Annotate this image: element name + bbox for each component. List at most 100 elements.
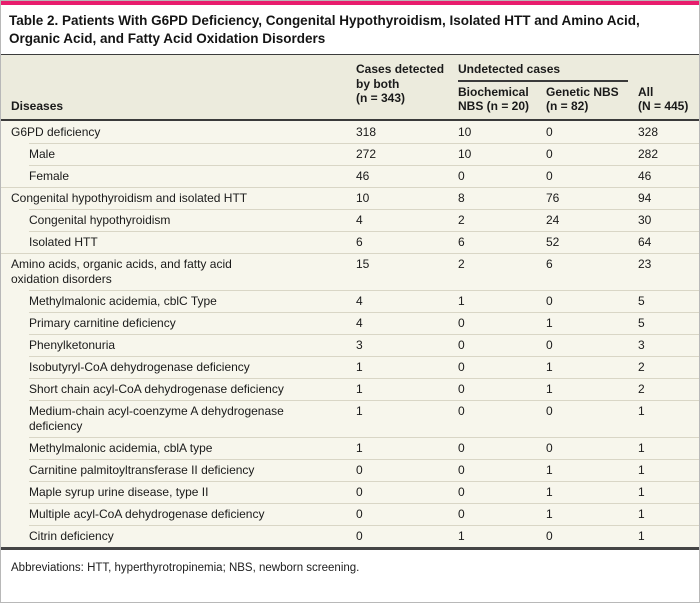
value-cell: 3 [356,337,363,352]
disease-label: Primary carnitine deficiency [29,315,176,330]
disease-label: Maple syrup urine disease, type II [29,484,209,499]
value-cell: 272 [356,146,377,161]
value-cell: 6 [546,256,553,271]
value-cell: 1 [638,440,645,455]
value-cell: 0 [356,506,363,521]
disease-label: Isolated HTT [29,234,98,249]
value-cell: 1 [458,293,465,308]
table-row: Short chain acyl-CoA dehydrogenase defic… [1,377,699,400]
value-cell: 46 [356,168,370,183]
value-cell: 1 [356,403,363,418]
disease-label: Citrin deficiency [29,528,114,543]
table-row: Isobutyryl-CoA dehydrogenase deficiency 1… [1,355,699,378]
value-cell: 0 [458,462,465,477]
value-cell: 0 [356,528,363,543]
disease-label: Congenital hypothyroidism and isolated H… [11,190,248,205]
disease-label: G6PD deficiency [11,124,101,139]
accent-bar [1,1,699,5]
value-cell: 1 [638,403,645,418]
value-cell: 0 [458,506,465,521]
table-body: G6PD deficiency 318 10 0 328 Male 272 10 0 282 Fem… [1,121,699,547]
value-cell: 0 [458,381,465,396]
value-cell: 64 [638,234,652,249]
column-group-undetected-cases: Undetected cases Biochemical NBS (n = 20… [458,62,638,114]
value-cell: 6 [458,234,465,249]
table-row: Medium-chain acyl-coenzyme A dehydrogena… [1,399,699,437]
value-cell: 0 [458,403,465,418]
value-cell: 46 [638,168,652,183]
value-cell: 2 [458,212,465,227]
value-cell: 6 [356,234,363,249]
value-cell: 0 [546,440,553,455]
value-cell: 1 [638,528,645,543]
table-header: Diseases Cases detected by both (n = 343… [1,55,699,121]
table-row: Congenital hypothyroidism 4 2 24 30 [1,208,699,231]
value-cell: 4 [356,315,363,330]
value-cell: 318 [356,124,377,139]
value-cell: 1 [638,506,645,521]
table-row: Carnitine palmitoyltransferase II defici… [1,458,699,481]
value-cell: 10 [356,190,370,205]
value-cell: 2 [458,256,465,271]
column-group-undetected-title: Undetected cases [458,62,628,82]
value-cell: 30 [638,212,652,227]
value-cell: 0 [356,462,363,477]
value-cell: 1 [638,484,645,499]
data-table: Diseases Cases detected by both (n = 343… [1,55,699,550]
value-cell: 1 [546,315,553,330]
value-cell: 52 [546,234,560,249]
table-row: G6PD deficiency 318 10 0 328 [1,121,699,143]
value-cell: 24 [546,212,560,227]
disease-label: Phenylketonuria [29,337,116,352]
value-cell: 1 [546,462,553,477]
value-cell: 0 [458,337,465,352]
value-cell: 23 [638,256,652,271]
table-row: Phenylketonuria 3 0 0 3 [1,333,699,356]
column-header-biochemical-nbs: Biochemical NBS (n = 20) [458,84,530,114]
value-cell: 0 [546,528,553,543]
column-header-genetic-nbs: Genetic NBS (n = 82) [546,84,619,114]
disease-label: Methylmalonic acidemia, cblC Type [29,293,217,308]
value-cell: 1 [546,506,553,521]
value-cell: 1 [546,359,553,374]
column-group-subheaders: Biochemical NBS (n = 20) Genetic NBS (n … [458,85,638,114]
disease-label: Medium-chain acyl-coenzyme A dehydrogena… [29,403,284,433]
column-header-all: All (N = 445) [638,84,689,114]
table-title: Table 2. Patients With G6PD Deficiency, … [1,5,699,55]
disease-label: Short chain acyl-CoA dehydrogenase defic… [29,381,284,396]
table-row: Congenital hypothyroidism and isolated H… [1,186,699,209]
value-cell: 0 [546,146,553,161]
table-row: Methylmalonic acidemia, cblA type 1 0 0 1 [1,436,699,459]
disease-label: Male [29,146,56,161]
value-cell: 0 [546,124,553,139]
disease-label: Amino acids, organic acids, and fatty ac… [11,256,232,286]
value-cell: 1 [356,359,363,374]
disease-label: Methylmalonic acidemia, cblA type [29,440,213,455]
value-cell: 8 [458,190,465,205]
value-cell: 2 [638,359,645,374]
value-cell: 0 [356,484,363,499]
value-cell: 1 [638,462,645,477]
table-row: Methylmalonic acidemia, cblC Type 4 1 0 5 [1,289,699,312]
value-cell: 0 [546,168,553,183]
table-row: Isolated HTT 6 6 52 64 [1,230,699,253]
disease-label: Isobutyryl-CoA dehydrogenase deficiency [29,359,250,374]
table-row: Multiple acyl-CoA dehydrogenase deficien… [1,502,699,525]
table-row: Female 46 0 0 46 [1,164,699,187]
disease-label: Female [29,168,70,183]
value-cell: 0 [458,440,465,455]
value-cell: 5 [638,293,645,308]
table-row: Citrin deficiency 0 1 0 1 [1,524,699,547]
column-header-cases-detected-by-both: Cases detected by both (n = 343) [356,62,445,105]
value-cell: 10 [458,124,472,139]
value-cell: 10 [458,146,472,161]
value-cell: 0 [458,484,465,499]
value-cell: 1 [546,484,553,499]
disease-label: Congenital hypothyroidism [29,212,171,227]
value-cell: 0 [546,293,553,308]
column-header-diseases: Diseases [11,99,64,113]
table-row: Amino acids, organic acids, and fatty ac… [1,252,699,290]
value-cell: 15 [356,256,370,271]
table-row: Primary carnitine deficiency 4 0 1 5 [1,311,699,334]
